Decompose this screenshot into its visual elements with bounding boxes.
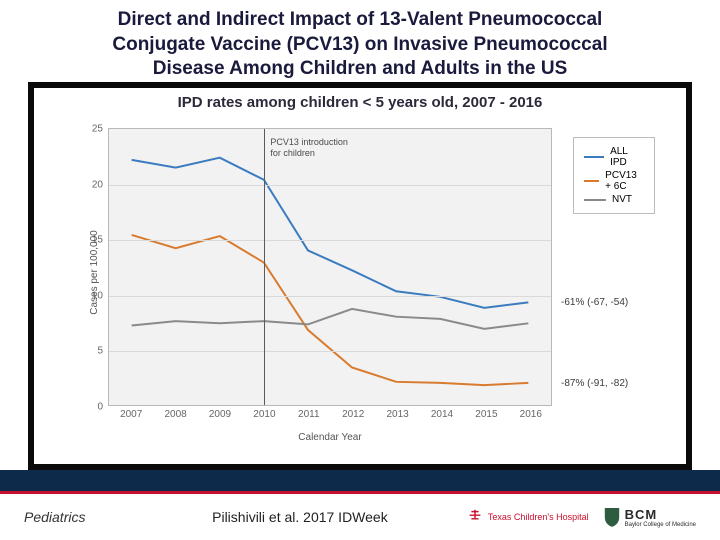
legend-label: ALL IPD xyxy=(610,146,644,168)
chart-inner: IPD rates among children < 5 years old, … xyxy=(34,88,686,464)
logo-tch: Texas Children's Hospital xyxy=(466,508,589,526)
x-tick-label: 2013 xyxy=(386,409,408,420)
x-tick-label: 2014 xyxy=(431,409,453,420)
chart-panel: IPD rates among children < 5 years old, … xyxy=(28,82,692,470)
x-tick-label: 2016 xyxy=(520,409,542,420)
gridline-h xyxy=(109,185,551,186)
title-line-3: Disease Among Children and Adults in the… xyxy=(40,57,680,82)
y-tick-label: 25 xyxy=(92,124,103,135)
x-tick-label: 2012 xyxy=(342,409,364,420)
series-end-label: -61% (-67, -54) xyxy=(561,297,628,308)
footer: Pediatrics Pilishivili et al. 2017 IDWee… xyxy=(0,494,720,540)
accent-bar xyxy=(0,470,720,494)
y-axis-label: Cases per 100,000 xyxy=(89,230,100,315)
legend-label: NVT xyxy=(612,194,632,205)
y-tick-label: 0 xyxy=(97,402,103,413)
chart-title: IPD rates among children < 5 years old, … xyxy=(34,88,686,111)
gridline-h xyxy=(109,351,551,352)
slide-title: Direct and Indirect Impact of 13-Valent … xyxy=(0,0,720,86)
legend-row: PCV13 + 6C xyxy=(584,170,644,192)
footer-logos: Texas Children's Hospital BCM Baylor Col… xyxy=(466,506,696,528)
logo-bcm-bottom: Baylor College of Medicine xyxy=(625,522,696,528)
legend-row: ALL IPD xyxy=(584,146,644,168)
title-line-1: Direct and Indirect Impact of 13-Valent … xyxy=(40,8,680,33)
logo-tch-text: Texas Children's Hospital xyxy=(488,512,589,522)
legend-row: NVT xyxy=(584,194,644,205)
legend-label: PCV13 + 6C xyxy=(605,170,644,192)
gridline-h xyxy=(109,240,551,241)
series-end-label: -87% (-91, -82) xyxy=(561,378,628,389)
x-tick-label: 2010 xyxy=(253,409,275,420)
chart-lines xyxy=(109,129,551,405)
gridline-h xyxy=(109,296,551,297)
title-line-2: Conjugate Vaccine (PCV13) on Invasive Pn… xyxy=(40,33,680,58)
x-tick-label: 2011 xyxy=(298,409,320,420)
x-tick-label: 2015 xyxy=(475,409,497,420)
series-line xyxy=(132,235,529,385)
x-tick-label: 2009 xyxy=(209,409,231,420)
intro-marker-label: PCV13 introductionfor children xyxy=(270,137,348,159)
footer-citation: Pilishivili et al. 2017 IDWeek xyxy=(158,509,442,525)
legend-swatch xyxy=(584,199,606,201)
plot-area: 0510152025200720082009201020112012201320… xyxy=(108,128,552,406)
x-tick-label: 2007 xyxy=(120,409,142,420)
shield-icon xyxy=(603,506,621,528)
legend-swatch xyxy=(584,180,599,182)
logo-bcm-textgroup: BCM Baylor College of Medicine xyxy=(625,507,696,528)
legend-swatch xyxy=(584,156,604,158)
x-axis-label: Calendar Year xyxy=(108,432,552,443)
series-line xyxy=(132,158,529,308)
series-line xyxy=(132,309,529,329)
intro-marker-line xyxy=(264,129,265,405)
footer-department: Pediatrics xyxy=(24,509,134,525)
hospital-icon xyxy=(466,508,484,526)
y-tick-label: 5 xyxy=(97,346,103,357)
logo-bcm-top: BCM xyxy=(625,507,696,522)
y-tick-label: 20 xyxy=(92,179,103,190)
legend: ALL IPDPCV13 + 6C NVT xyxy=(573,137,655,214)
logo-bcm: BCM Baylor College of Medicine xyxy=(603,506,696,528)
x-tick-label: 2008 xyxy=(164,409,186,420)
